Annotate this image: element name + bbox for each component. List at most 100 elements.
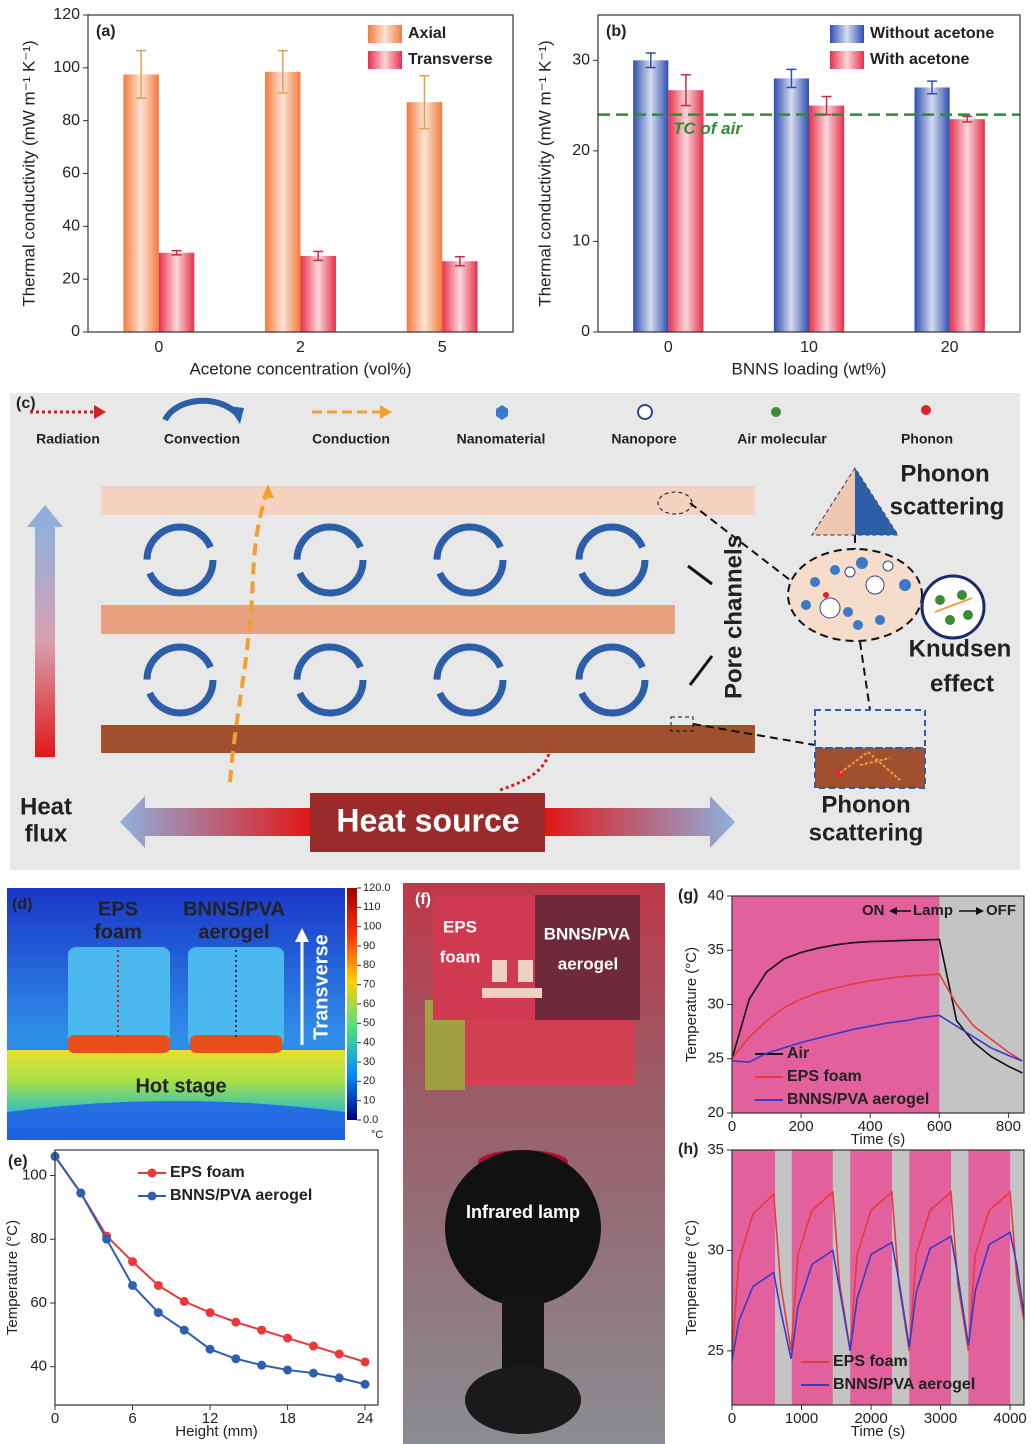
legend-swatch xyxy=(368,25,402,43)
error-bar xyxy=(313,250,324,262)
x-tick-label: 0 xyxy=(728,1118,736,1135)
bar xyxy=(914,87,950,332)
plot-frame xyxy=(597,14,1021,333)
legend-label: Transverse xyxy=(408,51,493,68)
legend-label: EPS foam xyxy=(787,1068,862,1085)
y-tick-label: 60 xyxy=(62,165,80,182)
series-line xyxy=(731,1014,1023,1063)
annotation: OFF xyxy=(986,902,1016,919)
legend-label: Conduction xyxy=(312,431,390,447)
bar xyxy=(668,90,704,332)
bar xyxy=(633,60,669,333)
sample-label: BNNS/PVA xyxy=(544,924,631,943)
aerogel-box xyxy=(535,895,640,1020)
point xyxy=(360,1379,370,1389)
convection-loops xyxy=(143,523,649,717)
sample-label: foam xyxy=(94,921,142,943)
x-tick-label: 18 xyxy=(279,1410,296,1427)
legend-swatch xyxy=(830,25,864,43)
x-tick-label: 12 xyxy=(202,1410,219,1427)
legend-label: Nanomaterial xyxy=(457,431,546,447)
phonon-icon xyxy=(921,405,931,415)
sample-label: EPS xyxy=(98,898,138,920)
y-tick-label: 20 xyxy=(572,142,590,159)
error-bar xyxy=(962,115,973,123)
diagram: (c) Radiation Convection Conduction Nano… xyxy=(10,393,1020,870)
point xyxy=(231,1317,241,1327)
shaded-region xyxy=(850,1150,892,1405)
point xyxy=(102,1234,112,1244)
stage-label: Hot stage xyxy=(135,1075,226,1097)
y-axis-title: Thermal conductivity (mW m⁻¹ K⁻¹) xyxy=(19,40,38,306)
shaded-region xyxy=(968,1150,1011,1405)
y-tick-label: 60 xyxy=(30,1294,47,1311)
x-axis-title: Time (s) xyxy=(851,1423,905,1440)
plot-frame xyxy=(87,14,514,333)
x-tick-label: 0 xyxy=(51,1410,59,1427)
point xyxy=(283,1333,293,1343)
x-tick-label: 0 xyxy=(664,339,673,356)
colorbar-tick-label: 100 xyxy=(363,921,381,933)
heat-source-box xyxy=(310,793,545,852)
bar xyxy=(809,105,845,332)
series-line xyxy=(731,938,1023,1074)
colorbar-tick-label: 40 xyxy=(363,1037,375,1049)
pore-cluster xyxy=(787,548,923,642)
y-tick-label: 40 xyxy=(62,218,80,235)
point xyxy=(179,1325,189,1335)
y-tick-label: 35 xyxy=(707,941,724,958)
hot-stage xyxy=(7,1050,345,1112)
colorbar-tick-label: 70 xyxy=(363,979,375,991)
x-tick-label: 2 xyxy=(296,339,305,356)
y-axis-title: Temperature (°C) xyxy=(683,1220,700,1335)
radiation-path xyxy=(499,749,552,792)
knudsen-particles xyxy=(934,590,973,625)
phonon-scattering-label: scattering xyxy=(809,819,924,846)
annotation: ON xyxy=(862,902,885,919)
legend-label: Air xyxy=(787,1045,809,1062)
phonon-triangle xyxy=(855,468,898,535)
conduction-path xyxy=(262,484,274,498)
shaded-region xyxy=(909,1150,951,1405)
chart: (h) Time (s) Temperature (°C) 25 30 35 0 1000 20… xyxy=(678,1141,1027,1440)
x-tick-label: 800 xyxy=(996,1118,1021,1135)
y-tick-label: 30 xyxy=(572,52,590,69)
lamp-base xyxy=(465,1366,581,1434)
air-molecule-icon xyxy=(771,407,781,417)
slab xyxy=(101,725,755,753)
colorbar-unit: °C xyxy=(371,1129,383,1141)
bar xyxy=(158,252,195,332)
legend-label: Convection xyxy=(164,431,240,447)
knudsen-circle xyxy=(920,574,986,640)
point xyxy=(179,1296,189,1306)
legend-label: Air molecular xyxy=(737,431,827,447)
y-tick-label: 80 xyxy=(30,1230,47,1247)
annotation-arrow xyxy=(889,907,897,915)
x-tick-label: 400 xyxy=(858,1118,883,1135)
radiation-icon xyxy=(94,405,106,419)
lamp-label: Infrared lamp xyxy=(466,1202,580,1222)
colorbar-tick-label: 80 xyxy=(363,959,375,971)
y-tick-label: 120 xyxy=(53,6,80,23)
heat-flux-arrow xyxy=(27,505,63,527)
y-tick-label: 30 xyxy=(707,995,724,1012)
plot-frame xyxy=(54,1149,379,1406)
error-bar xyxy=(454,255,465,267)
transverse-arrow xyxy=(295,928,309,942)
x-tick-label: 600 xyxy=(927,1118,952,1135)
legend-label: BNNS/PVA aerogel xyxy=(170,1187,312,1204)
bar xyxy=(406,102,443,332)
legend-label: Phonon xyxy=(901,431,953,447)
phonon-paths xyxy=(839,750,901,781)
nanomaterial-icon xyxy=(496,405,508,420)
chart: (e) Height (mm) Temperature (°C) 40 60 80 100 0… xyxy=(4,1149,379,1440)
colorbar xyxy=(347,888,357,1120)
point xyxy=(334,1373,344,1383)
y-tick-label: 40 xyxy=(707,887,724,904)
sample-label: foam xyxy=(440,947,481,966)
y-axis-title: Thermal conductivity (mW m⁻¹ K⁻¹) xyxy=(535,40,554,306)
bar xyxy=(123,74,159,332)
bar xyxy=(300,255,336,332)
colorbar-tick-label: 30 xyxy=(363,1056,375,1068)
